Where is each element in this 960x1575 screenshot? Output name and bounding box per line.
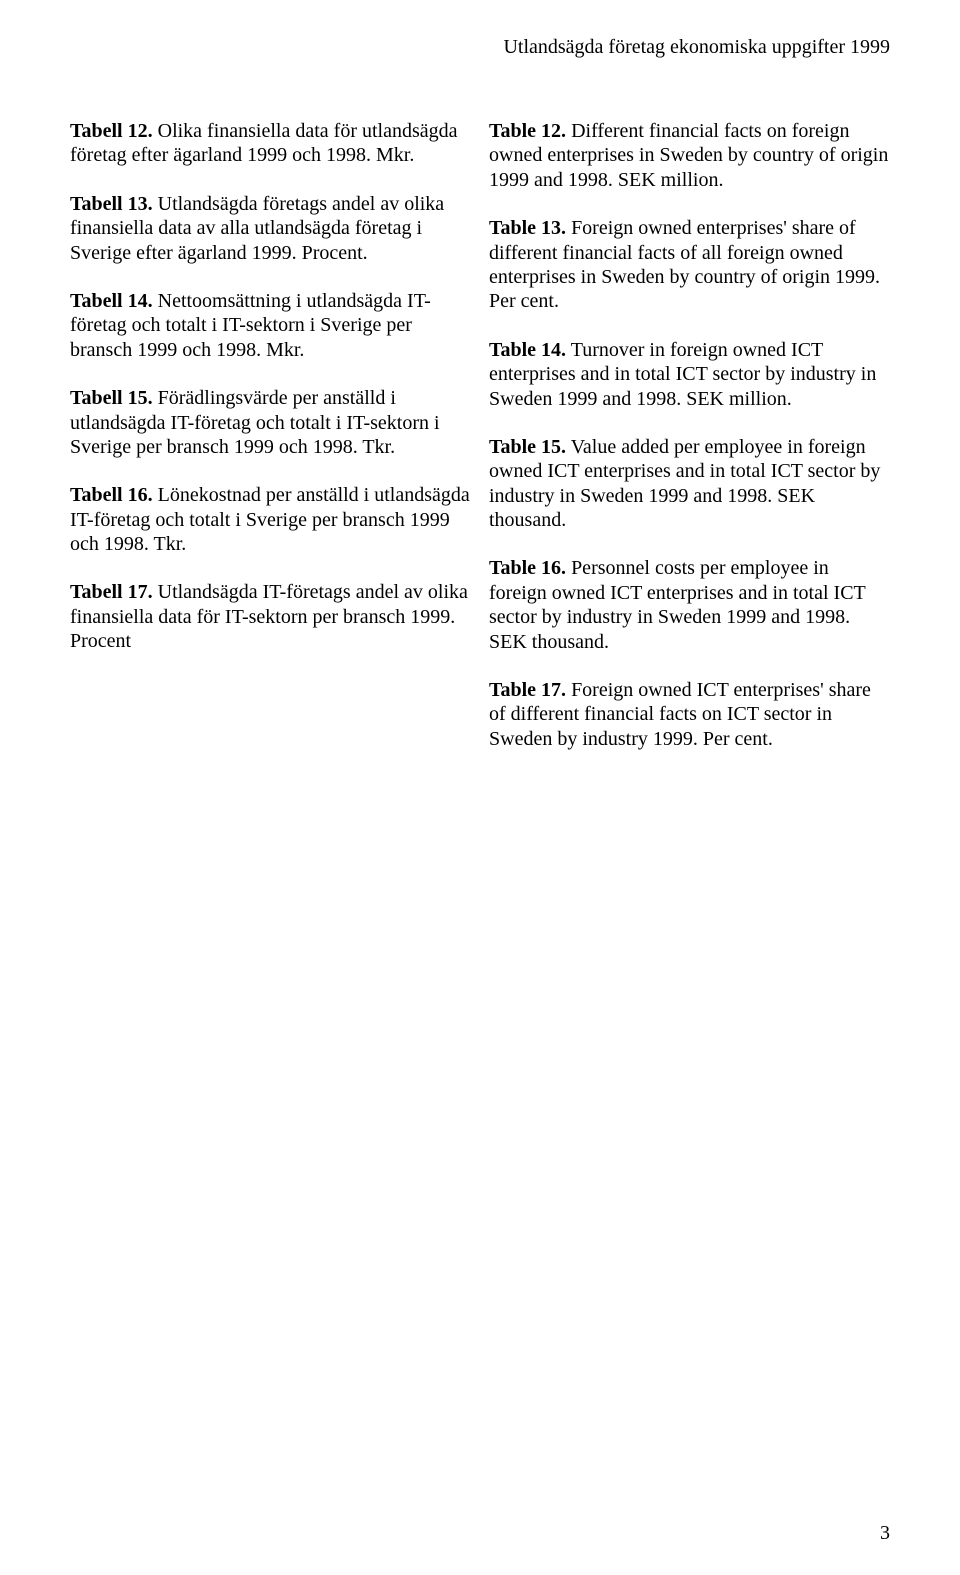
toc-entry: Table 14. Turnover in foreign owned ICT … (489, 338, 890, 411)
toc-entry: Tabell 14. Nettoomsättning i utlandsägda… (70, 289, 471, 362)
toc-entry: Table 17. Foreign owned ICT enterprises'… (489, 678, 890, 751)
toc-entry-label: Tabell 15. (70, 387, 153, 409)
toc-entry-label: Tabell 14. (70, 290, 153, 312)
toc-entry: Tabell 16. Lönekostnad per anställd i ut… (70, 483, 471, 556)
toc-entry-label: Table 12. (489, 120, 566, 142)
left-column: Tabell 12. Olika finansiella data för ut… (70, 99, 471, 775)
toc-entry-label: Tabell 13. (70, 193, 153, 215)
toc-entry: Tabell 12. Olika finansiella data för ut… (70, 119, 471, 168)
toc-entry: Table 12. Different financial facts on f… (489, 119, 890, 192)
toc-entry: Table 16. Personnel costs per employee i… (489, 556, 890, 654)
toc-entry: Tabell 17. Utlandsägda IT-företags andel… (70, 580, 471, 653)
toc-entry: Table 13. Foreign owned enterprises' sha… (489, 216, 890, 314)
toc-entry: Table 15. Value added per employee in fo… (489, 435, 890, 533)
toc-entry-label: Table 15. (489, 436, 566, 458)
toc-entry: Tabell 13. Utlandsägda företags andel av… (70, 192, 471, 265)
toc-entry-label: Table 16. (489, 557, 566, 579)
right-column: Table 12. Different financial facts on f… (489, 99, 890, 775)
toc-entry-label: Tabell 16. (70, 484, 153, 506)
toc-entry-label: Tabell 12. (70, 120, 153, 142)
running-head: Utlandsägda företag ekonomiska uppgifter… (70, 30, 890, 59)
two-column-layout: Tabell 12. Olika finansiella data för ut… (70, 99, 890, 775)
toc-entry-label: Tabell 17. (70, 581, 153, 603)
toc-entry-label: Table 17. (489, 679, 566, 701)
page-number: 3 (880, 1522, 890, 1545)
document-page: Utlandsägda företag ekonomiska uppgifter… (0, 0, 960, 1575)
toc-entry: Tabell 15. Förädlingsvärde per anställd … (70, 386, 471, 459)
toc-entry-label: Table 13. (489, 217, 566, 239)
toc-entry-label: Table 14. (489, 339, 566, 361)
